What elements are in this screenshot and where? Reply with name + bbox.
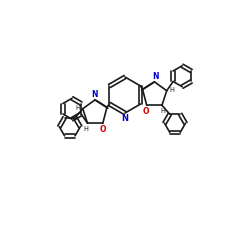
Text: N: N [91, 90, 98, 99]
Text: H: H [84, 126, 89, 132]
Text: H: H [161, 108, 166, 114]
Text: N: N [152, 72, 158, 81]
Text: O: O [100, 125, 106, 134]
Text: O: O [143, 107, 150, 116]
Text: H: H [75, 105, 80, 111]
Text: N: N [122, 114, 128, 123]
Text: H: H [170, 87, 174, 93]
